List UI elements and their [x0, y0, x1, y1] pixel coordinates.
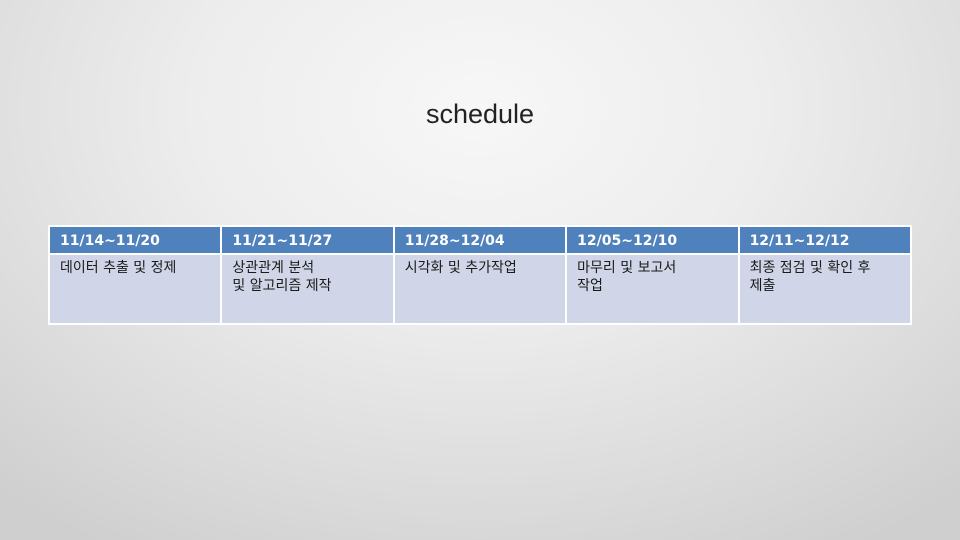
period-header: 11/28~12/04 — [392, 225, 568, 255]
period-header: 11/21~11/27 — [220, 225, 395, 255]
period-header: 12/05~12/10 — [565, 225, 740, 255]
task-cell: 최종 점검 및 확인 후 제출 — [737, 253, 913, 325]
task-cell: 데이터 추출 및 정제 — [47, 253, 223, 325]
schedule-table: 11/14~11/20 11/21~11/27 11/28~12/04 12/0… — [47, 225, 913, 325]
slide-title: schedule — [425, 99, 535, 129]
period-header: 12/11~12/12 — [737, 225, 913, 255]
task-cell: 마무리 및 보고서 작업 — [565, 253, 740, 325]
task-cell: 시각화 및 추가작업 — [392, 253, 568, 325]
schedule-header-row: 11/14~11/20 11/21~11/27 11/28~12/04 12/0… — [47, 225, 913, 255]
task-cell: 상관관계 분석 및 알고리즘 제작 — [220, 253, 395, 325]
schedule-task-row: 데이터 추출 및 정제 상관관계 분석 및 알고리즘 제작 시각화 및 추가작업… — [47, 253, 913, 325]
period-header: 11/14~11/20 — [47, 225, 223, 255]
